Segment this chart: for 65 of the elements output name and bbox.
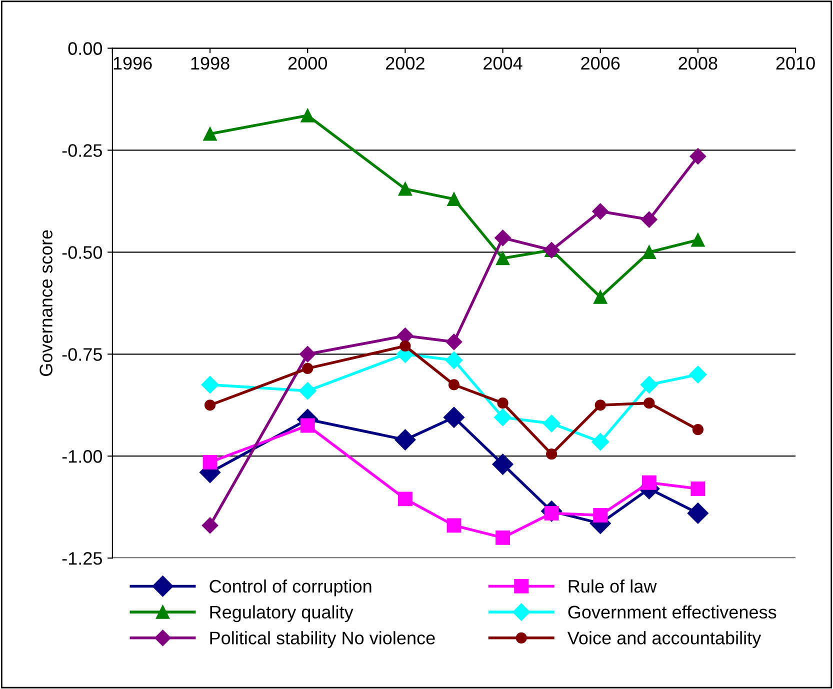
point (494, 408, 512, 426)
point (592, 203, 609, 220)
x-tick-label: 2000 (288, 56, 327, 70)
point (202, 517, 218, 534)
point (203, 127, 217, 141)
x-tick-label: 2002 (386, 56, 424, 70)
point (497, 398, 508, 409)
point (546, 448, 558, 460)
x-tick-label: 2008 (678, 56, 718, 70)
point (692, 424, 704, 436)
x-tick-label: 2010 (776, 56, 815, 70)
x-tick-label: 1998 (191, 56, 230, 70)
point (446, 334, 462, 350)
point (494, 230, 511, 246)
legend-label: Control of corruption (210, 579, 372, 596)
point (447, 192, 461, 206)
y-tick-label: -1.25 (62, 552, 102, 565)
point (448, 379, 460, 390)
point (202, 455, 218, 470)
point (689, 366, 707, 384)
legend-label: Regulatory quality (210, 605, 354, 622)
point (204, 400, 216, 411)
point (594, 400, 606, 411)
point (445, 352, 463, 370)
legend-label: Government effectiveness (568, 605, 776, 619)
point (398, 492, 412, 506)
point (687, 502, 708, 524)
point (302, 362, 314, 374)
point (690, 148, 706, 164)
y-tick-label: 0.00 (68, 42, 102, 55)
point (446, 518, 462, 533)
legend-label: Rule of law (568, 579, 657, 593)
point (492, 454, 514, 475)
point (642, 245, 656, 259)
point (201, 376, 219, 394)
point (394, 429, 416, 450)
point (400, 340, 411, 352)
legend-label: Voice and accountability (567, 631, 762, 648)
x-tick-label: 2006 (581, 56, 620, 70)
y-tick-label: -0.25 (62, 144, 102, 157)
point (644, 398, 655, 409)
point (300, 418, 315, 433)
x-tick-label: 2004 (484, 56, 522, 70)
point (299, 346, 316, 362)
point (298, 382, 316, 400)
point (592, 433, 610, 451)
legend-label: Political stability No violence (210, 631, 435, 648)
point (300, 108, 314, 122)
point (398, 182, 412, 196)
y-tick-label: -0.75 (62, 348, 102, 361)
point (640, 211, 658, 228)
point (642, 475, 656, 490)
y-axis-title: Governance score (40, 230, 52, 376)
point (443, 406, 464, 428)
point (496, 251, 510, 266)
point (691, 233, 705, 247)
point (593, 508, 608, 522)
point (496, 530, 510, 545)
point (690, 482, 706, 496)
point (594, 290, 608, 304)
x-tick-label: 1996 (114, 56, 152, 70)
point (542, 414, 560, 432)
y-tick-label: -0.50 (62, 246, 102, 259)
point (640, 376, 658, 394)
y-tick-label: -1.00 (62, 450, 102, 463)
